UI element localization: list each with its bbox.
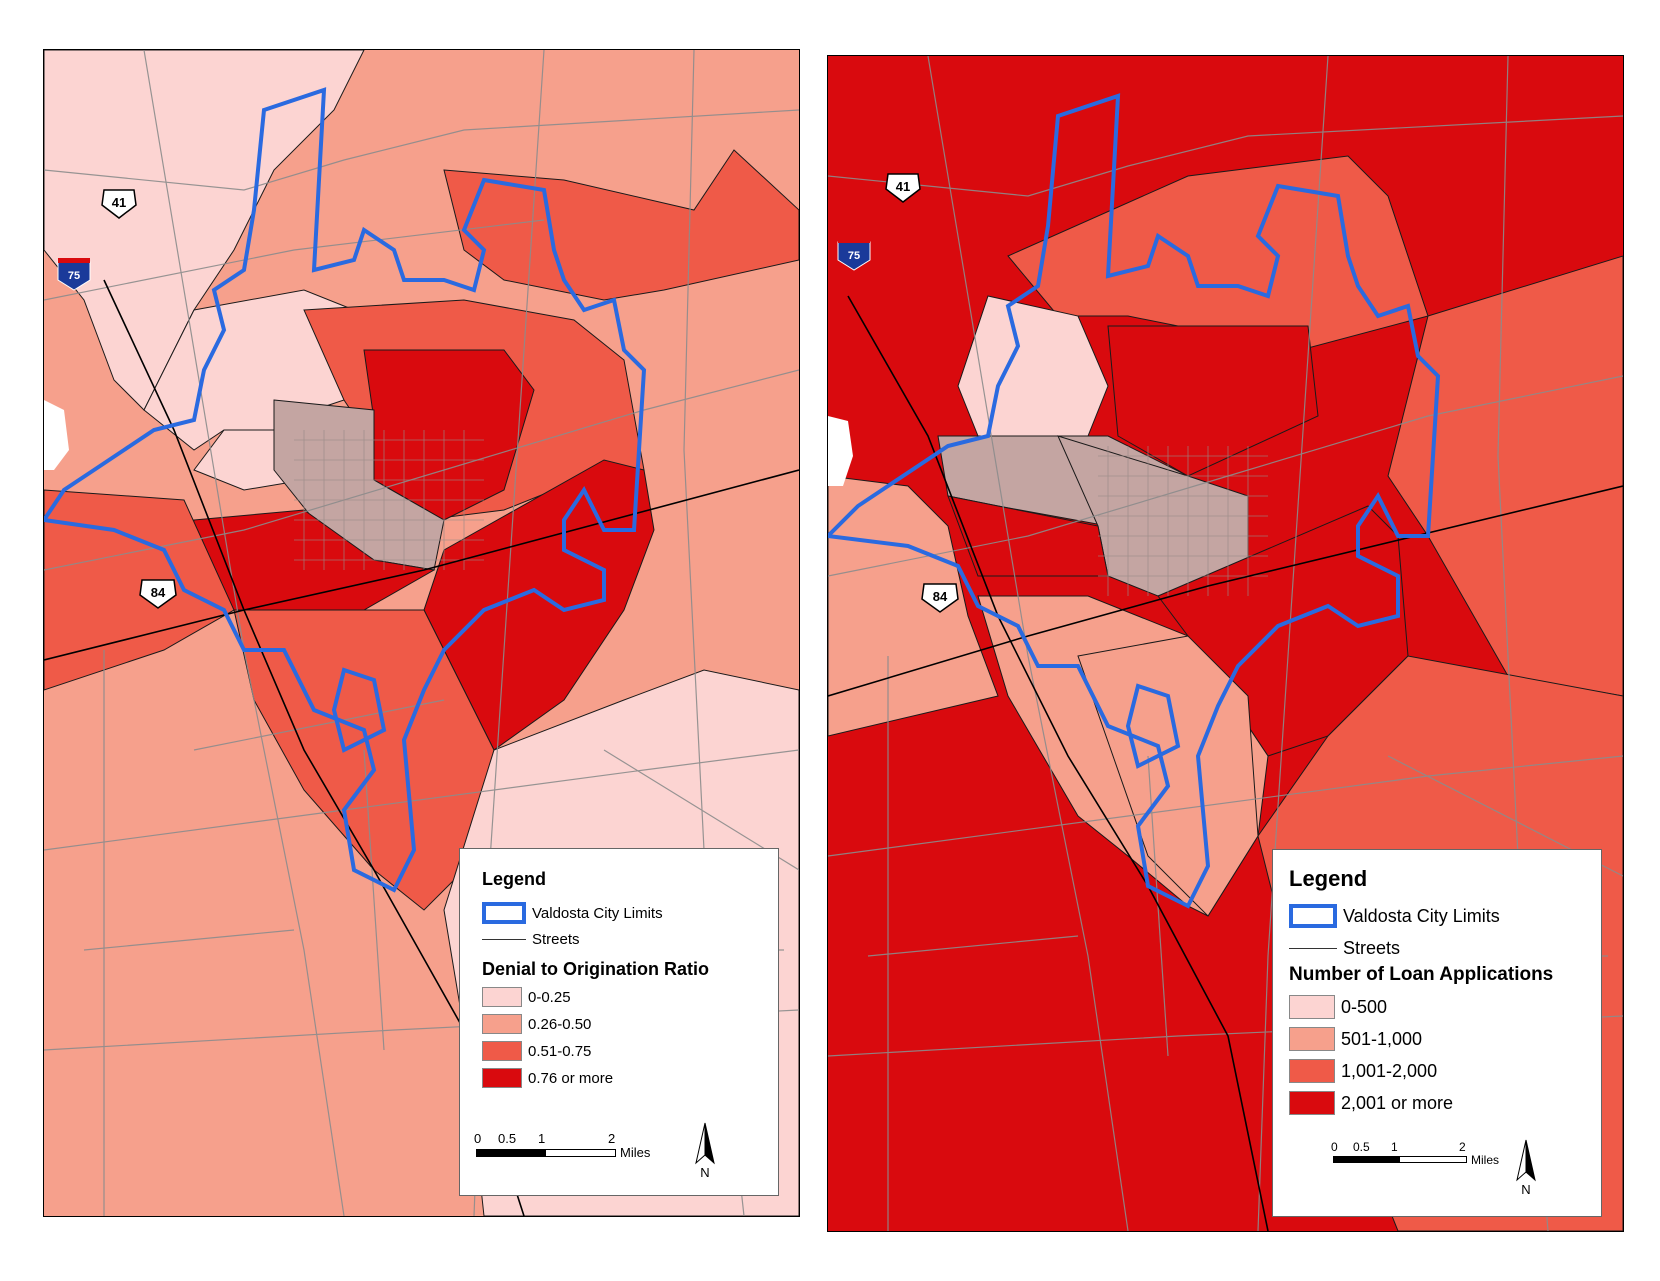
- left-legend-class-2: 0.26-0.50: [482, 1014, 591, 1034]
- right-north-label: N: [1521, 1182, 1530, 1197]
- left-legend-class-4: 0.76 or more: [482, 1068, 613, 1088]
- right-scale-tick-2: 2: [1459, 1140, 1466, 1154]
- class-1-swatch: [482, 987, 522, 1007]
- right-legend: Legend Valdosta City Limits Streets Numb…: [1272, 849, 1602, 1217]
- left-legend-field-title: Denial to Origination Ratio: [482, 959, 710, 979]
- us84-label: 84: [151, 585, 166, 600]
- left-legend-class-3-label: 0.51-0.75: [528, 1042, 592, 1060]
- left-legend-class-4-label: 0.76 or more: [528, 1069, 614, 1087]
- right-legend-class-2: 501-1,000: [1289, 1027, 1422, 1051]
- i75-label: 75: [848, 250, 860, 262]
- right-scale-tick-1: 1: [1391, 1140, 1398, 1154]
- left-legend-city-limits-label: Valdosta City Limits: [532, 904, 663, 922]
- left-scale-unit: Miles: [620, 1145, 651, 1160]
- right-legend-city-limits: Valdosta City Limits: [1289, 904, 1500, 928]
- right-map-panel: 41 75 84 Legend Valdosta City Limits Str…: [827, 55, 1624, 1232]
- downtown-grid: [294, 430, 484, 570]
- right-legend-city-limits-label: Valdosta City Limits: [1343, 905, 1500, 926]
- left-legend-class-1-label: 0-0.25: [528, 988, 571, 1006]
- us84-label: 84: [933, 589, 948, 604]
- us41-shield: 41: [101, 189, 137, 219]
- right-legend-class-4-label: 2,001 or more: [1341, 1092, 1454, 1113]
- i75-shield: 75: [57, 258, 91, 291]
- city-limits-south-loop: [1125, 683, 1181, 769]
- streets-symbol: [1289, 948, 1337, 949]
- us41-label: 41: [112, 195, 126, 210]
- left-legend-title: Legend: [482, 869, 547, 889]
- left-north-label: N: [700, 1165, 709, 1180]
- class-3-swatch: [1289, 1059, 1335, 1083]
- right-legend-class-1-label: 0-500: [1341, 996, 1388, 1017]
- left-scale-bar: 0 0.5 1 2 Miles: [474, 1131, 674, 1171]
- right-scale-tick-0: 0: [1331, 1140, 1338, 1154]
- right-north-arrow: N: [1516, 1139, 1536, 1197]
- us84-shield: 84: [921, 583, 959, 613]
- right-legend-streets-label: Streets: [1343, 938, 1401, 958]
- class-3-swatch: [482, 1041, 522, 1061]
- i75-shield: 75: [837, 238, 871, 271]
- left-scale-tick-0: 0: [474, 1131, 482, 1146]
- city-limits-symbol: [1289, 904, 1337, 928]
- city-limits-south-loop: [331, 667, 387, 753]
- right-legend-field-title: Number of Loan Applications: [1289, 964, 1554, 985]
- left-legend-streets: Streets: [482, 931, 580, 948]
- class-4-swatch: [1289, 1091, 1335, 1115]
- right-legend-class-1: 0-500: [1289, 995, 1387, 1019]
- downtown-grid: [1098, 446, 1268, 596]
- left-scale-tick-05: 0.5: [498, 1131, 517, 1146]
- left-legend: Legend Valdosta City Limits Streets Deni…: [459, 848, 779, 1196]
- left-map-panel: 41 75 84 Legend Valdosta City Limits Str…: [43, 49, 800, 1217]
- tract-west-white: [44, 400, 69, 470]
- city-limits-symbol: [482, 902, 526, 924]
- i75-label: 75: [68, 270, 80, 282]
- left-north-arrow: N: [695, 1122, 715, 1180]
- class-2-swatch: [1289, 1027, 1335, 1051]
- us84-shield: 84: [139, 579, 177, 609]
- tract-central-dark: [1107, 325, 1319, 477]
- left-scale-tick-2: 2: [608, 1131, 616, 1146]
- left-legend-city-limits: Valdosta City Limits: [482, 902, 663, 924]
- right-legend-streets: Streets: [1289, 938, 1400, 959]
- city-limits-boundary: [828, 93, 1441, 909]
- left-legend-streets-label: Streets: [532, 931, 580, 948]
- right-legend-class-2-label: 501-1,000: [1341, 1028, 1423, 1049]
- tract-south-mid: [233, 609, 495, 911]
- class-1-swatch: [1289, 995, 1335, 1019]
- left-legend-class-3: 0.51-0.75: [482, 1041, 591, 1061]
- city-limits-boundary: [44, 87, 647, 893]
- tract-west-white: [828, 416, 853, 486]
- left-legend-class-2-label: 0.26-0.50: [528, 1015, 592, 1033]
- left-legend-class-1: 0-0.25: [482, 987, 571, 1007]
- left-scale-tick-1: 1: [538, 1131, 546, 1146]
- tract-north-mid: [1007, 155, 1429, 357]
- right-legend-class-3: 1,001-2,000: [1289, 1059, 1437, 1083]
- us41-shield: 41: [885, 173, 921, 203]
- right-legend-class-3-label: 1,001-2,000: [1341, 1060, 1438, 1081]
- right-scale-graphic: [1333, 1156, 1467, 1163]
- right-scale-bar: 0 0.5 1 2 Miles: [1331, 1140, 1531, 1180]
- right-scale-unit: Miles: [1471, 1153, 1500, 1167]
- tract-west-edge: [44, 489, 235, 691]
- us41-label: 41: [896, 179, 910, 194]
- class-2-swatch: [482, 1014, 522, 1034]
- left-scale-graphic: [476, 1149, 616, 1157]
- class-4-swatch: [482, 1068, 522, 1088]
- right-legend-class-4: 2,001 or more: [1289, 1091, 1453, 1115]
- right-legend-title: Legend: [1289, 866, 1368, 891]
- streets-symbol: [482, 939, 526, 940]
- right-scale-tick-05: 0.5: [1353, 1140, 1370, 1154]
